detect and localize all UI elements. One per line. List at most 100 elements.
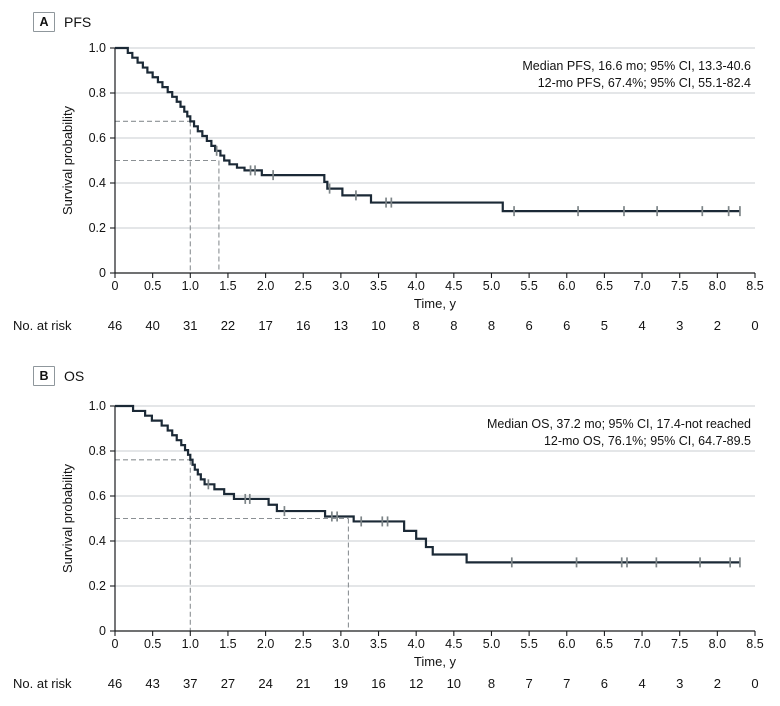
no-at-risk-value: 6 bbox=[563, 318, 570, 333]
x-tick-label: 6.0 bbox=[558, 637, 575, 651]
no-at-risk-value: 5 bbox=[601, 318, 608, 333]
y-tick-label: 0.2 bbox=[89, 579, 106, 593]
no-at-risk-value: 21 bbox=[296, 676, 310, 691]
no-at-risk-value: 4 bbox=[638, 318, 645, 333]
no-at-risk-value: 17 bbox=[258, 318, 272, 333]
no-at-risk-value: 37 bbox=[183, 676, 197, 691]
no-at-risk-value: 22 bbox=[221, 318, 235, 333]
axes bbox=[110, 47, 756, 278]
no-at-risk-value: 13 bbox=[334, 318, 348, 333]
stat-annotation: Median PFS, 16.6 mo; 95% CI, 13.3-40.6 bbox=[522, 59, 751, 73]
no-at-risk-row: No. at risk 46 43 37 27 24 21 19 16 12 10 8 7 7 6 4 3 2 0 bbox=[13, 676, 759, 691]
x-tick-label: 2.0 bbox=[257, 279, 274, 293]
no-at-risk-value: 46 bbox=[108, 318, 122, 333]
x-tick-label: 6.0 bbox=[558, 279, 575, 293]
no-at-risk-value: 2 bbox=[714, 318, 721, 333]
x-tick-label: 4.0 bbox=[407, 637, 424, 651]
no-at-risk-value: 4 bbox=[638, 676, 645, 691]
censor-marks bbox=[215, 145, 741, 217]
panel-b-header: B OS bbox=[33, 366, 84, 386]
x-tick-label: 1.0 bbox=[182, 279, 199, 293]
x-tick-label: 8.0 bbox=[709, 637, 726, 651]
panel-a-header: A PFS bbox=[33, 12, 91, 32]
no-at-risk-value: 7 bbox=[526, 676, 533, 691]
x-tick-label: 7.5 bbox=[671, 637, 688, 651]
y-tick-label: 0.8 bbox=[89, 444, 106, 458]
x-tick-label: 0 bbox=[112, 279, 119, 293]
x-tick-label: 0 bbox=[112, 637, 119, 651]
x-tick-label: 2.0 bbox=[257, 637, 274, 651]
x-tick-label: 8.5 bbox=[746, 637, 763, 651]
x-axis-title: Time, y bbox=[414, 654, 457, 669]
x-tick-label: 8.0 bbox=[709, 279, 726, 293]
x-tick-label: 4.0 bbox=[407, 279, 424, 293]
x-tick-label: 7.0 bbox=[633, 279, 650, 293]
x-tick-label: 8.5 bbox=[746, 279, 763, 293]
no-at-risk-value: 19 bbox=[334, 676, 348, 691]
x-tick-label: 0.5 bbox=[144, 279, 161, 293]
no-at-risk-value: 3 bbox=[676, 318, 683, 333]
survival-curve bbox=[115, 404, 740, 564]
x-tick-label: 2.5 bbox=[295, 279, 312, 293]
gridlines bbox=[115, 47, 755, 229]
panel-a-title: PFS bbox=[64, 14, 92, 30]
no-at-risk-value: 6 bbox=[601, 676, 608, 691]
no-at-risk-value: 8 bbox=[450, 318, 457, 333]
no-at-risk-label: No. at risk bbox=[13, 676, 72, 691]
x-tick-label: 1.0 bbox=[182, 637, 199, 651]
no-at-risk-value: 0 bbox=[751, 676, 758, 691]
y-tick-label: 1.0 bbox=[89, 399, 106, 413]
y-tick-label: 0.2 bbox=[89, 221, 106, 235]
y-tick-label: 0 bbox=[99, 624, 106, 638]
no-at-risk-value: 31 bbox=[183, 318, 197, 333]
x-tick-label: 3.0 bbox=[332, 279, 349, 293]
y-tick-label: 0 bbox=[99, 266, 106, 280]
no-at-risk-value: 0 bbox=[751, 318, 758, 333]
no-at-risk-value: 43 bbox=[145, 676, 159, 691]
x-tick-label: 5.0 bbox=[483, 637, 500, 651]
no-at-risk-row: No. at risk 46 40 31 22 17 16 13 10 8 8 8 6 6 5 4 3 2 0 bbox=[13, 318, 759, 333]
no-at-risk-value: 8 bbox=[488, 676, 495, 691]
panel-b-label-box: B bbox=[33, 366, 55, 386]
x-tick-label: 3.0 bbox=[332, 637, 349, 651]
x-tick-label: 4.5 bbox=[445, 279, 462, 293]
survival-curve bbox=[115, 46, 740, 213]
no-at-risk-value: 3 bbox=[676, 676, 683, 691]
y-tick-label: 1.0 bbox=[89, 41, 106, 55]
x-tick-label: 3.5 bbox=[370, 279, 387, 293]
os-chart: 0 0.5 1.0 1.5 2.0 2.5 3.0 3.5 4.0 4.5 5.0 5.5 6.0 6.5… bbox=[13, 399, 764, 691]
no-at-risk-value: 7 bbox=[563, 676, 570, 691]
x-tick-label: 6.5 bbox=[596, 637, 613, 651]
y-tick-label: 0.8 bbox=[89, 86, 106, 100]
x-tick-label: 0.5 bbox=[144, 637, 161, 651]
no-at-risk-value: 27 bbox=[221, 676, 235, 691]
no-at-risk-value: 2 bbox=[714, 676, 721, 691]
no-at-risk-value: 10 bbox=[447, 676, 461, 691]
censor-marks bbox=[207, 479, 741, 568]
x-tick-label: 5.5 bbox=[520, 637, 537, 651]
y-tick-label: 0.4 bbox=[89, 176, 106, 190]
no-at-risk-value: 10 bbox=[371, 318, 385, 333]
gridlines bbox=[115, 405, 755, 587]
no-at-risk-value: 12 bbox=[409, 676, 423, 691]
panel-a-label-box: A bbox=[33, 12, 55, 32]
y-axis-title: Survival probability bbox=[60, 463, 75, 573]
reference-lines bbox=[115, 459, 349, 631]
no-at-risk-value: 6 bbox=[526, 318, 533, 333]
y-tick-label: 0.6 bbox=[89, 131, 106, 145]
no-at-risk-label: No. at risk bbox=[13, 318, 72, 333]
no-at-risk-value: 40 bbox=[145, 318, 159, 333]
x-tick-label: 7.0 bbox=[633, 637, 650, 651]
no-at-risk-value: 24 bbox=[258, 676, 272, 691]
no-at-risk-value: 8 bbox=[488, 318, 495, 333]
x-tick-label: 3.5 bbox=[370, 637, 387, 651]
x-tick-label: 5.0 bbox=[483, 279, 500, 293]
reference-lines bbox=[115, 120, 220, 273]
x-tick-label: 1.5 bbox=[219, 637, 236, 651]
axes bbox=[110, 405, 756, 636]
x-tick-label: 5.5 bbox=[520, 279, 537, 293]
x-tick-label: 6.5 bbox=[596, 279, 613, 293]
panel-b-title: OS bbox=[64, 368, 85, 384]
y-axis-title: Survival probability bbox=[60, 105, 75, 215]
stat-annotation: 12-mo PFS, 67.4%; 95% CI, 55.1-82.4 bbox=[538, 76, 751, 90]
